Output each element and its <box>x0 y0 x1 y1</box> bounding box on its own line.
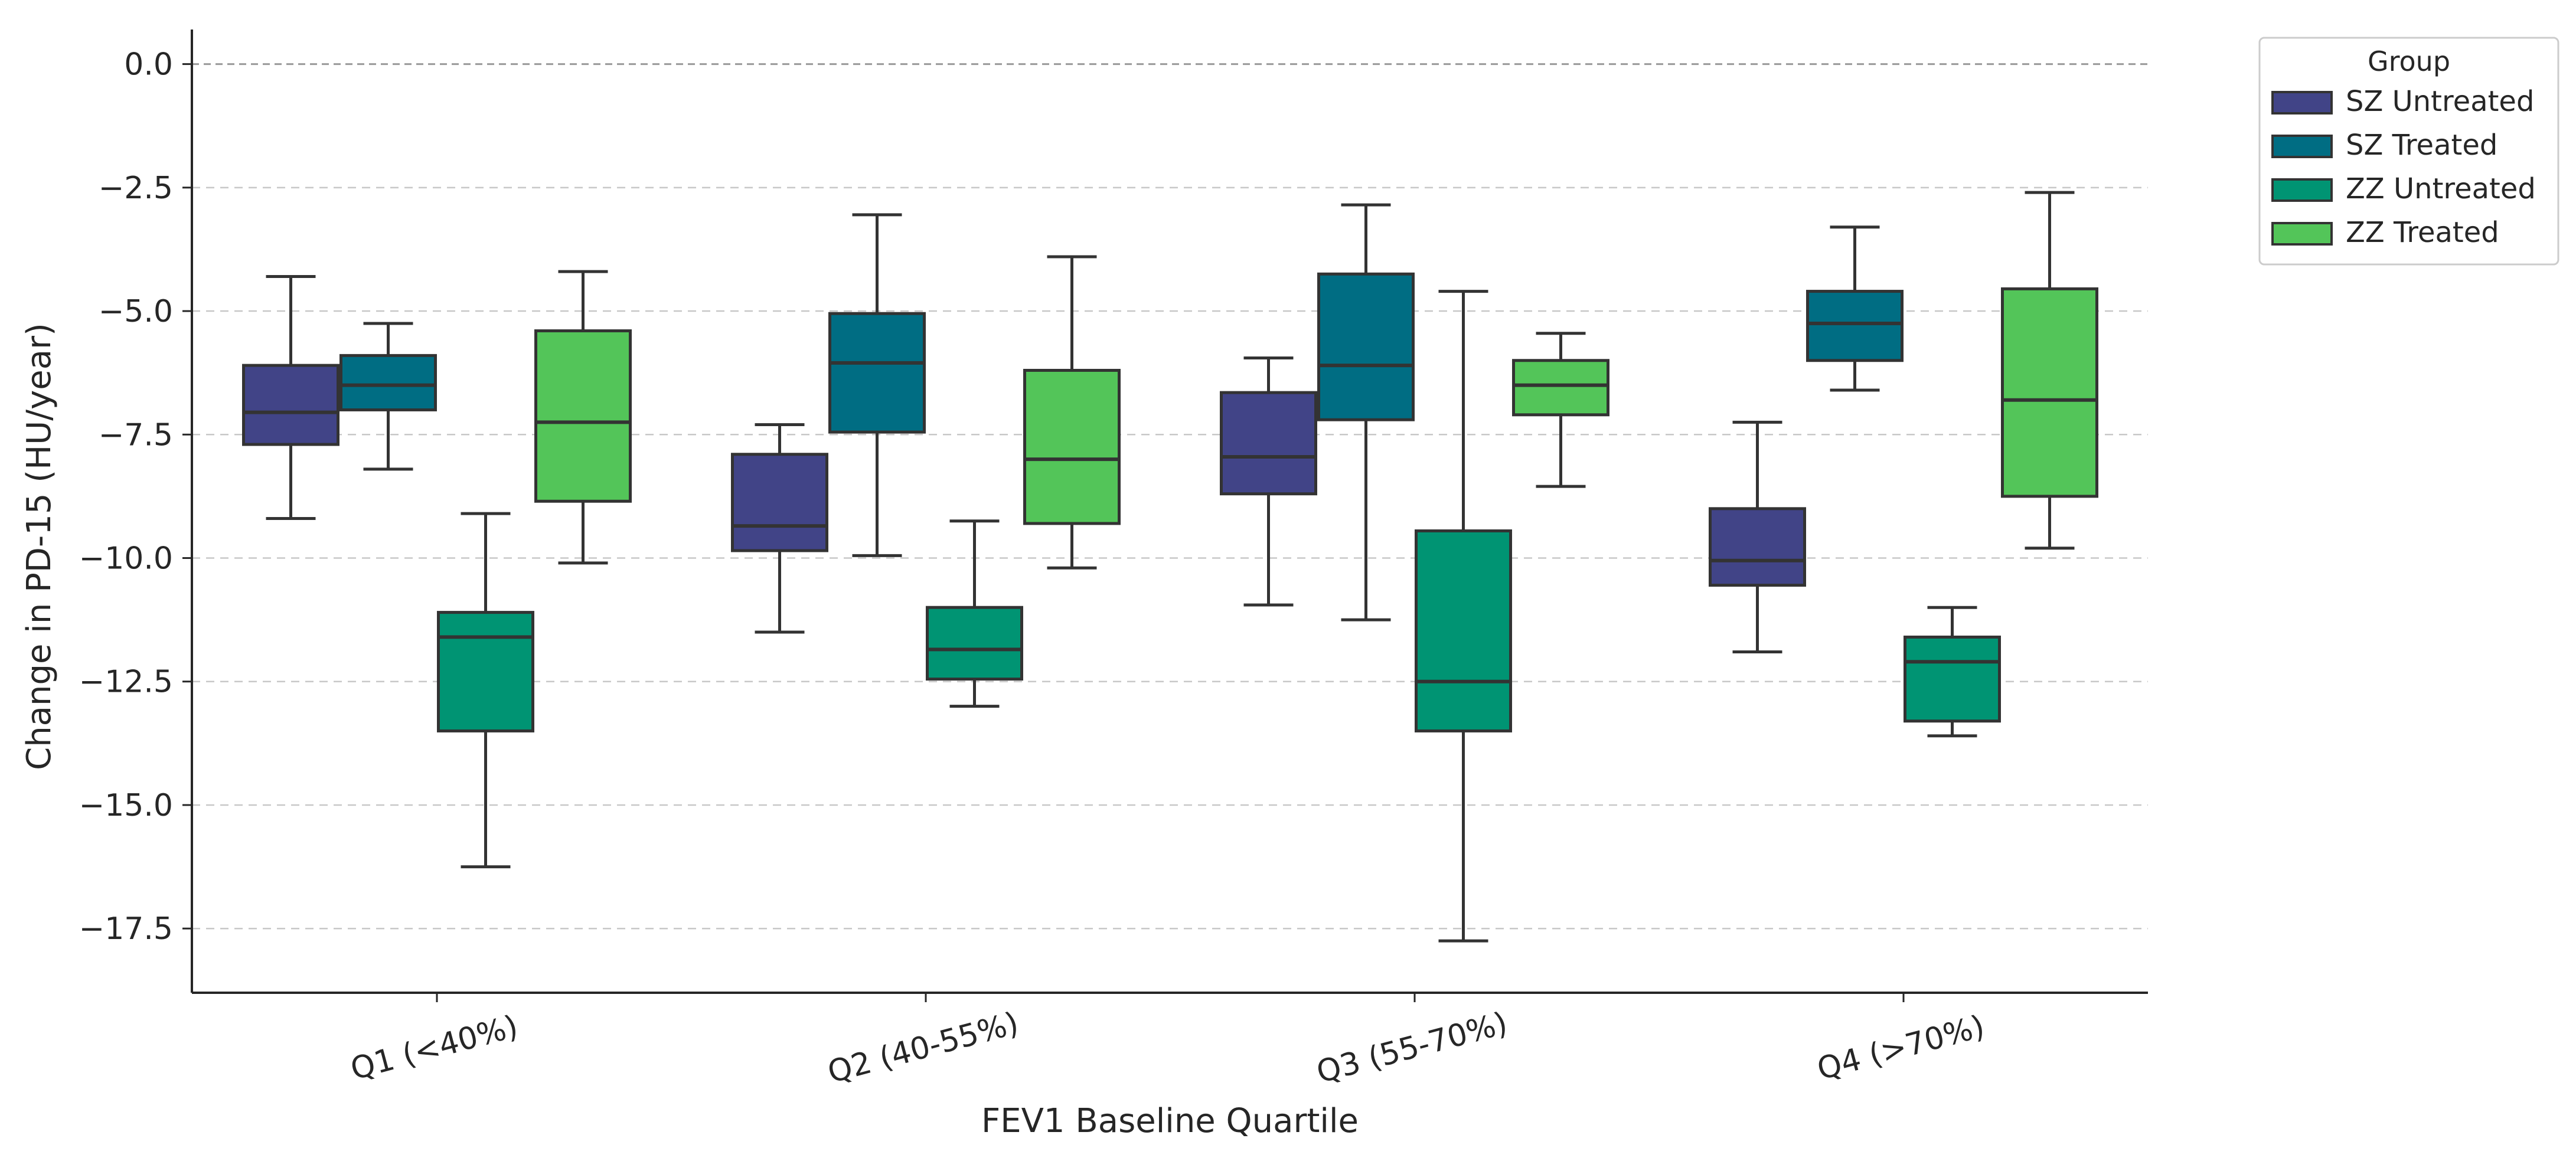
x-tick-label: Q2 (40-55%) <box>824 1006 1023 1091</box>
box-group <box>1512 332 1609 488</box>
box <box>1023 368 1121 525</box>
box <box>1220 391 1317 496</box>
box-series <box>242 191 2098 943</box>
box-group <box>1415 290 1512 943</box>
box-group <box>1317 203 1415 621</box>
y-ticks: 0.0 −2.5 −5.0 −7.5 −10.0 −12.5 −15.0 −17.5 <box>79 47 192 947</box>
y-tick-label: −12.5 <box>79 665 173 700</box>
y-tick-label: 0.0 <box>124 47 173 83</box>
legend: Group SZ Untreated SZ Treated ZZ Untreated… <box>2258 37 2559 266</box>
box-group <box>437 512 534 869</box>
y-tick-label: −15.0 <box>79 788 173 823</box>
legend-entries: SZ Untreated SZ Treated ZZ Untreated ZZ Tre… <box>2271 85 2536 249</box>
box <box>1709 507 1806 587</box>
box <box>1806 290 1904 362</box>
legend-frame <box>2258 37 2559 266</box>
x-tick-label: Q1 (<40%) <box>347 1009 522 1087</box>
box <box>926 606 1023 681</box>
box <box>1904 635 2001 723</box>
box-group <box>926 519 1023 708</box>
box-group <box>1806 225 1904 392</box>
box-group <box>1904 606 2001 738</box>
y-tick-label: −7.5 <box>99 417 173 453</box>
y-tick-label: −2.5 <box>99 171 173 206</box>
box <box>534 329 632 503</box>
x-tick-label: Q4 (>70%) <box>1814 1009 1989 1087</box>
x-ticks: Q1 (<40%) Q2 (40-55%) Q3 (55-70%) Q4 (>70%) <box>347 993 1989 1090</box>
legend-swatch <box>2271 135 2333 158</box>
box <box>437 611 534 732</box>
box-group <box>339 322 437 471</box>
box-group <box>242 274 339 521</box>
box <box>339 354 437 411</box>
x-axis-title: FEV1 Baseline Quartile <box>981 1102 1359 1140</box>
legend-label: SZ Untreated <box>2346 85 2534 118</box>
box <box>828 312 926 434</box>
axes <box>191 30 2148 994</box>
box-group <box>1220 356 1317 607</box>
x-tick-label: Q3 (55-70%) <box>1313 1006 1511 1091</box>
box-group <box>1709 420 1806 654</box>
legend-swatch <box>2271 222 2333 246</box>
box <box>1512 359 1609 417</box>
y-axis-title: Change in PD-15 (HU/year) <box>20 323 58 770</box>
legend-label: ZZ Treated <box>2346 216 2499 249</box>
box <box>2001 287 2098 498</box>
box-group <box>2001 191 2098 550</box>
y-tick-label: −10.0 <box>79 541 173 577</box>
y-tick-label: −5.0 <box>99 294 173 329</box>
legend-swatch <box>2271 91 2333 115</box>
box <box>242 364 339 446</box>
box-group <box>828 213 926 557</box>
y-tick-label: −17.5 <box>79 911 173 947</box>
legend-label: ZZ Untreated <box>2346 172 2536 205</box>
legend-swatch <box>2271 178 2333 202</box>
box-group <box>1023 255 1121 570</box>
legend-label: SZ Treated <box>2346 129 2497 162</box>
box-group <box>731 423 828 634</box>
box <box>1415 529 1512 732</box>
legend-title: Group <box>2368 45 2450 77</box>
box-group <box>534 270 632 565</box>
box <box>1317 272 1415 421</box>
box <box>731 453 828 552</box>
